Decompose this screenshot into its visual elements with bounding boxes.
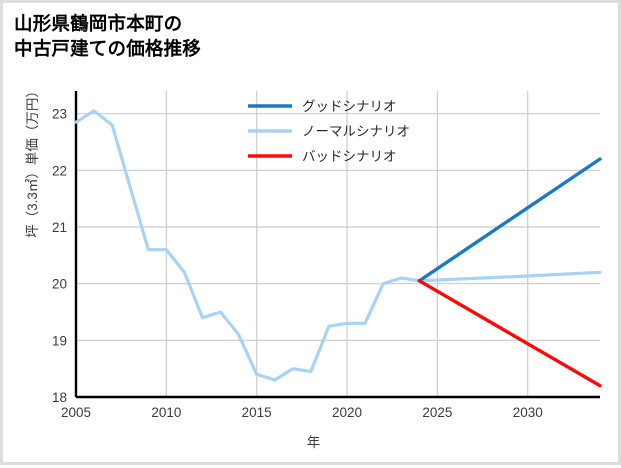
chart-title: 山形県鶴岡市本町の 中古戸建ての価格推移	[14, 13, 202, 59]
data-series-group	[74, 109, 602, 388]
y-axis-label: 坪（3.3㎡）単価（万円）	[25, 84, 40, 238]
y-tick-label: 23	[52, 107, 67, 122]
legend-label: バッドシナリオ	[302, 149, 397, 164]
series-line	[74, 109, 602, 382]
series-line	[417, 279, 602, 388]
y-tick-label: 18	[52, 390, 67, 405]
y-tick-label: 22	[52, 163, 67, 178]
x-tick-label: 2005	[61, 405, 91, 420]
x-tick-label: 2025	[422, 405, 452, 420]
x-tick-label: 2010	[151, 405, 181, 420]
legend-label: グッドシナリオ	[302, 99, 397, 114]
x-tick-label: 2030	[513, 405, 543, 420]
y-tick-labels: 18 19 20 21 22 23	[52, 107, 67, 405]
x-tick-label: 2015	[242, 405, 272, 420]
plot-area: 18 19 20 21 22 23 2005 2010 2015 2020 2025 2030 グッ…	[52, 91, 602, 420]
x-tick-label: 2020	[332, 405, 362, 420]
x-axis-label: 年	[306, 435, 321, 450]
series-line	[417, 157, 602, 283]
y-tick-label: 21	[52, 220, 67, 235]
legend-label: ノーマルシナリオ	[302, 124, 410, 139]
x-tick-labels: 2005 2010 2015 2020 2025 2030	[61, 405, 543, 420]
y-tick-label: 20	[52, 277, 67, 292]
y-tick-label: 19	[52, 333, 67, 348]
